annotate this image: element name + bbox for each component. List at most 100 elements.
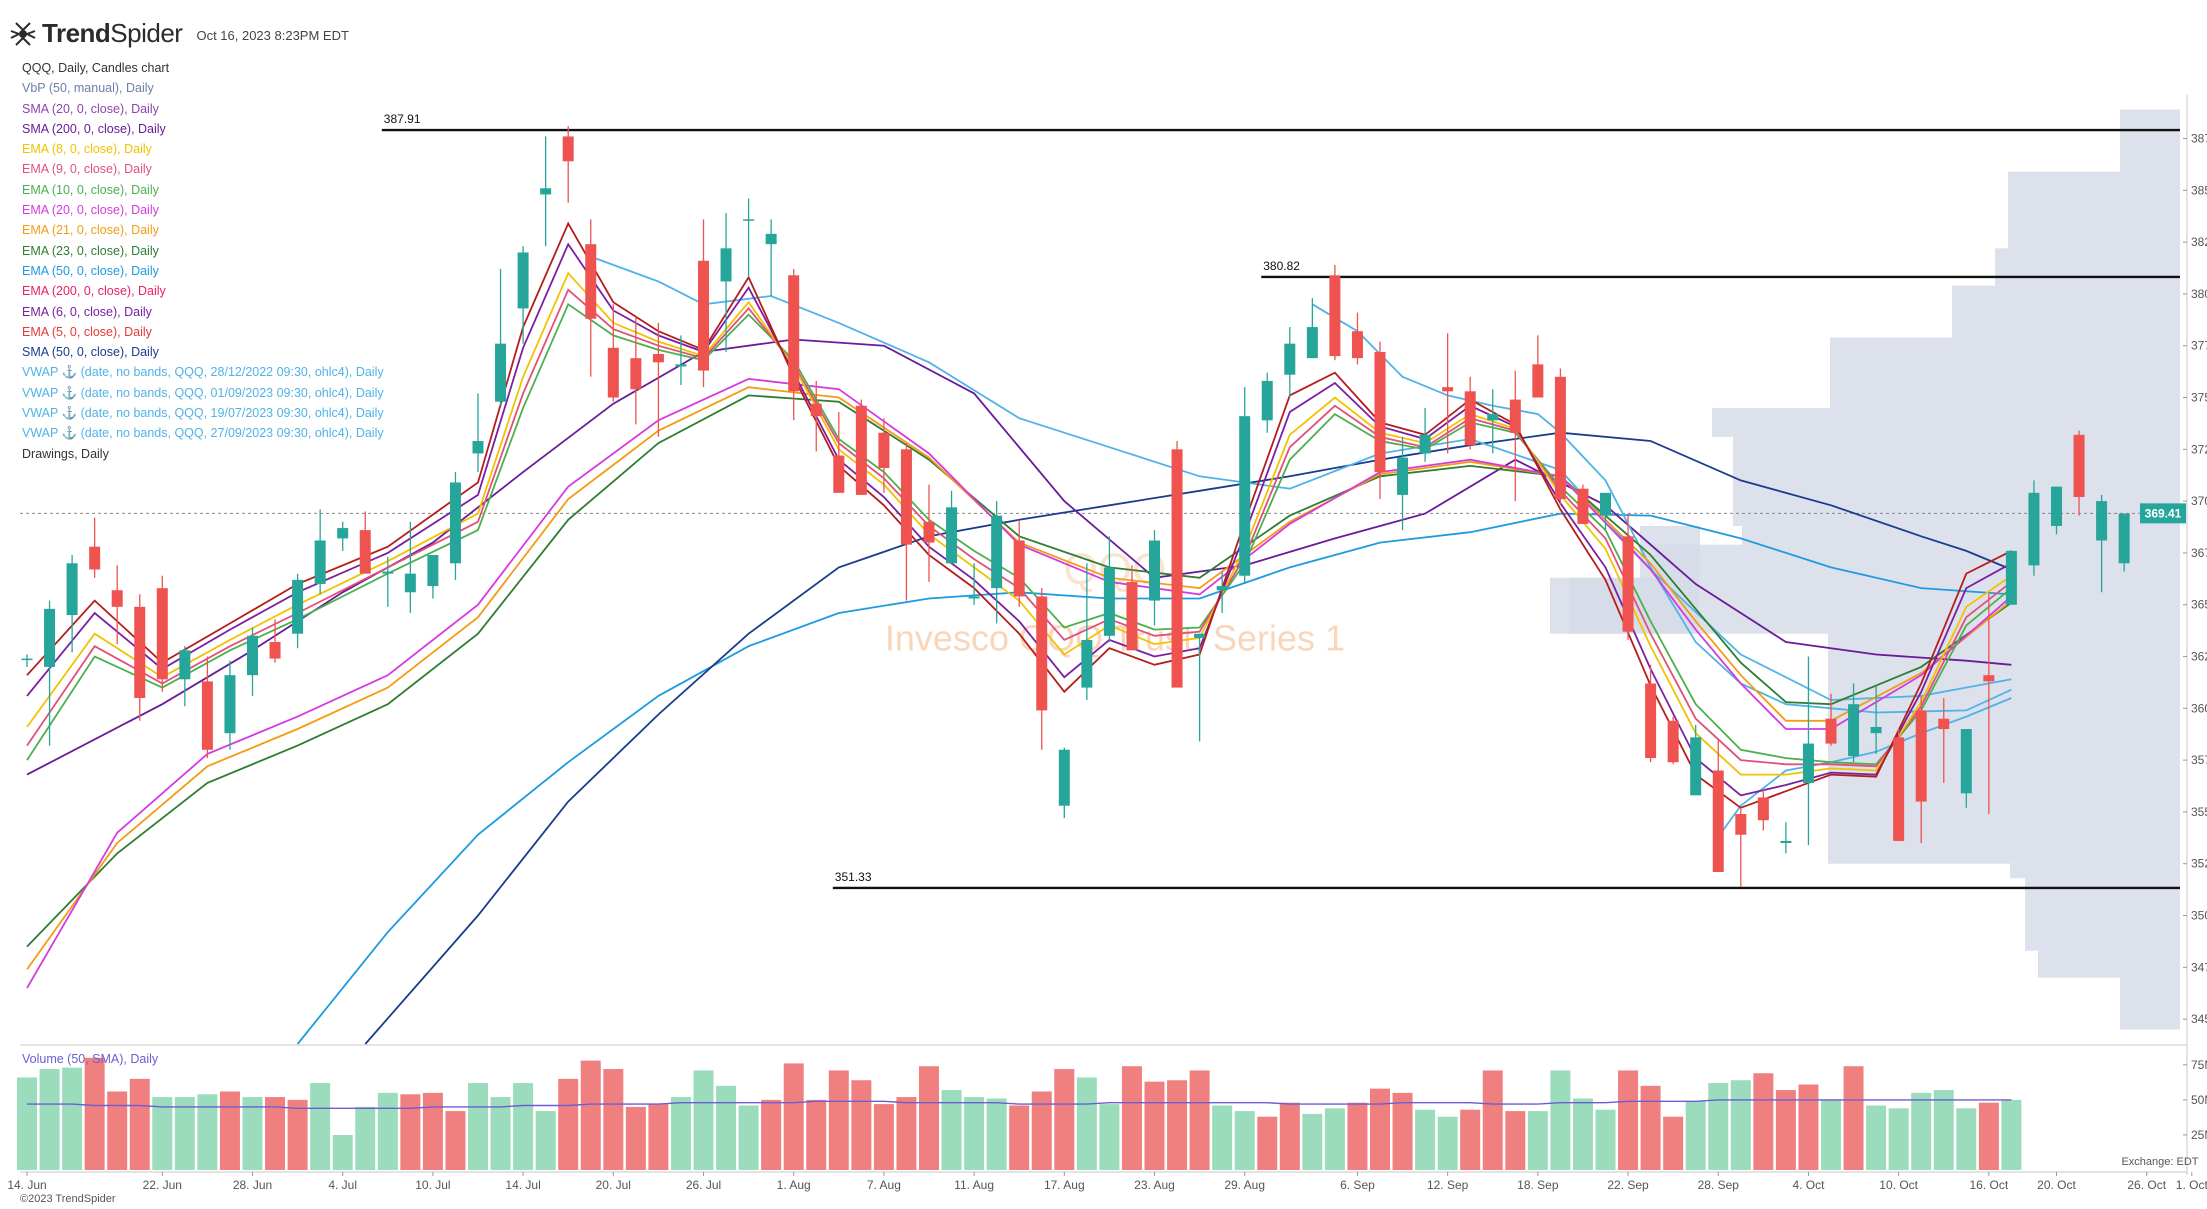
candle-body (1938, 718, 1950, 730)
candle-body (855, 405, 867, 495)
x-tick-label: 17. Aug (1044, 1178, 1085, 1192)
legend-item[interactable]: Drawings, Daily (22, 446, 109, 461)
volume-bar (1234, 1111, 1255, 1170)
volume-bar (1370, 1088, 1390, 1170)
volume-bar (738, 1105, 759, 1170)
volume-bar (873, 1104, 894, 1170)
candle-body (1532, 364, 1544, 398)
candle-body (1712, 770, 1724, 873)
volume-bar (1933, 1090, 1954, 1170)
volume-bar (62, 1067, 83, 1170)
volume-bar (1392, 1092, 1413, 1170)
y-tick-label: 357.50 (2191, 753, 2207, 767)
candle-body (1329, 275, 1341, 357)
legend-item[interactable]: EMA (21, 0, close), Daily (22, 223, 159, 238)
candle-body (788, 275, 800, 392)
legend-item[interactable]: EMA (23, 0, close), Daily (22, 243, 159, 258)
y-tick-label: 370.00 (2191, 494, 2207, 508)
candle-body (1915, 710, 1927, 802)
candle-body (1464, 391, 1476, 446)
volume-bar (355, 1106, 376, 1170)
x-tick-label: 4. Oct (1792, 1178, 1825, 1192)
volume-profile-bar (1742, 525, 2180, 545)
x-tick-label: 18. Sep (1517, 1178, 1559, 1192)
volume-tick-label: 25M (2191, 1128, 2207, 1142)
candle-body (111, 590, 123, 607)
candle-body (44, 608, 56, 667)
volume-profile-bar (1733, 436, 2180, 526)
volume-bar (84, 1057, 105, 1170)
legend-item[interactable]: EMA (9, 0, close), Daily (22, 162, 152, 177)
volume-bar (377, 1092, 398, 1170)
volume-bar (513, 1083, 534, 1170)
candle-body (878, 432, 890, 468)
volume-profile-bar (2120, 109, 2180, 172)
volume-bar (919, 1066, 939, 1170)
candle-body (1239, 416, 1251, 576)
candle-body (495, 343, 507, 402)
volume-bar (1279, 1102, 1300, 1170)
volume-profile-bar (2025, 878, 2180, 951)
volume-bar (39, 1069, 60, 1170)
legend-item[interactable]: EMA (50, 0, close), Daily (22, 263, 159, 278)
candle-body (1780, 840, 1792, 844)
legend-item[interactable]: VWAP ⚓ (date, no bands, QQQ, 27/09/2023 … (22, 426, 384, 441)
legend-item[interactable]: EMA (20, 0, close), Daily (22, 203, 159, 218)
candle-body (1081, 639, 1093, 688)
legend-item[interactable]: VWAP ⚓ (date, no bands, QQQ, 01/09/2023 … (22, 385, 384, 400)
candle-body (810, 403, 822, 417)
legend-item[interactable]: SMA (50, 0, close), Daily (22, 345, 159, 360)
candle-body (21, 658, 33, 661)
volume-bar (603, 1069, 624, 1170)
legend-item[interactable]: VWAP ⚓ (date, no bands, QQQ, 19/07/2023 … (22, 406, 384, 421)
y-tick-label: 367.50 (2191, 546, 2207, 560)
volume-profile-bar (1640, 525, 1700, 578)
x-tick-label: 7. Aug (867, 1178, 901, 1192)
legend-item[interactable]: SMA (20, 0, close), Daily (22, 101, 159, 116)
y-tick-label: 387.50 (2191, 132, 2207, 146)
candle-body (923, 521, 935, 543)
candle-body (1284, 343, 1296, 375)
candle-body (585, 244, 597, 319)
legend-item[interactable]: EMA (8, 0, close), Daily (22, 142, 152, 157)
volume-bar (1798, 1084, 1819, 1170)
volume-legend: Volume (50, SMA), Daily (22, 1052, 159, 1066)
volume-bar (1031, 1091, 1052, 1170)
candle-body (292, 579, 304, 634)
candle-body (1058, 749, 1070, 806)
candle-body (134, 606, 146, 698)
x-tick-label: 1. Aug (777, 1178, 811, 1192)
chart-timestamp: Oct 16, 2023 8:23PM EDT (196, 28, 349, 43)
candle-body (1757, 797, 1769, 821)
legend-item[interactable]: EMA (6, 0, close), Daily (22, 304, 152, 319)
volume-bar (693, 1070, 714, 1170)
candle-body (1036, 596, 1048, 711)
legend-item[interactable]: VbP (50, manual), Daily (22, 81, 154, 96)
candle-body (1194, 633, 1206, 638)
x-tick-label: 16. Oct (1970, 1178, 2009, 1192)
candle-body (540, 188, 552, 195)
legend-item[interactable]: EMA (5, 0, close), Daily (22, 324, 152, 339)
candle-body (1351, 331, 1363, 359)
volume-bar (964, 1097, 985, 1170)
legend-item[interactable]: VWAP ⚓ (date, no bands, QQQ, 28/12/2022 … (22, 365, 384, 380)
y-tick-label: 360.00 (2191, 701, 2207, 715)
volume-bar (129, 1078, 150, 1170)
legend-item[interactable]: EMA (200, 0, close), Daily (22, 284, 166, 299)
legend-item[interactable]: SMA (200, 0, close), Daily (22, 121, 166, 136)
volume-profile-bar (2008, 171, 2180, 249)
legend-item[interactable]: EMA (10, 0, close), Daily (22, 182, 159, 197)
volume-bar (468, 1083, 488, 1170)
x-tick-label: 22. Jun (143, 1178, 182, 1192)
candle-body (652, 354, 664, 363)
volume-bar (1595, 1109, 1616, 1170)
volume-profile-bar (1830, 337, 2180, 408)
volume-bar (1911, 1092, 1932, 1170)
candle-body (1870, 726, 1882, 734)
candle-body (404, 573, 416, 593)
volume-bar (17, 1077, 37, 1170)
candle-body (1103, 567, 1115, 636)
candle-body (1149, 540, 1160, 601)
legend-item[interactable]: QQQ, Daily, Candles chart (22, 61, 170, 75)
